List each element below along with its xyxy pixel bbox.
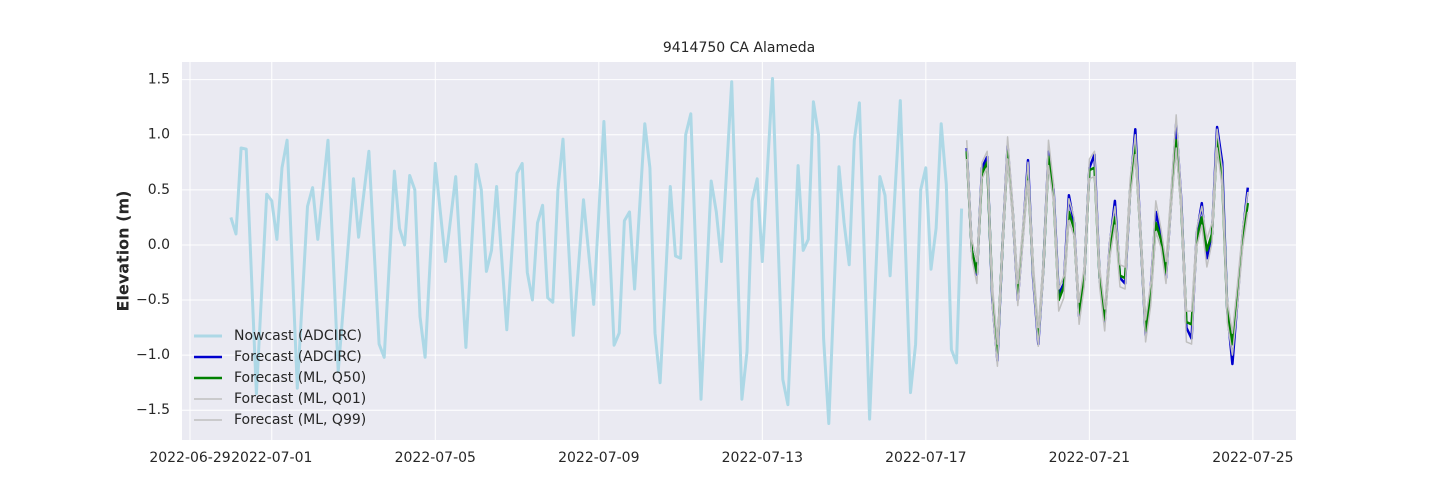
x-tick-label: 2022-07-17 bbox=[885, 450, 966, 466]
legend-label: Forecast (ADCIRC) bbox=[234, 349, 362, 365]
x-tick-label: 2022-07-01 bbox=[231, 450, 312, 466]
legend-label: Forecast (ML, Q01) bbox=[234, 391, 366, 407]
y-tick-label: −1.5 bbox=[136, 402, 170, 418]
y-tick-label: 0.0 bbox=[148, 237, 170, 253]
x-tick-label: 2022-06-29 bbox=[149, 450, 230, 466]
legend-label: Nowcast (ADCIRC) bbox=[234, 328, 362, 344]
y-tick-label: −1.0 bbox=[136, 347, 170, 363]
y-tick-label: 0.5 bbox=[148, 182, 170, 198]
x-tick-label: 2022-07-13 bbox=[722, 450, 803, 466]
series-line bbox=[229, 77, 964, 425]
x-tick-label: 2022-07-21 bbox=[1049, 450, 1130, 466]
y-tick-label: 1.5 bbox=[148, 72, 170, 88]
legend-label: Forecast (ML, Q99) bbox=[234, 412, 366, 428]
x-tick-label: 2022-07-05 bbox=[395, 450, 476, 466]
y-tick-label: −0.5 bbox=[136, 292, 170, 308]
x-tick-label: 2022-07-09 bbox=[558, 450, 639, 466]
y-tick-label: 1.0 bbox=[148, 127, 170, 143]
chart-title: 9414750 CA Alameda bbox=[663, 40, 815, 56]
x-tick-label: 2022-07-25 bbox=[1212, 450, 1293, 466]
series-line bbox=[965, 114, 1249, 345]
y-axis-label: Elevation (m) bbox=[114, 191, 133, 312]
series-line bbox=[965, 147, 1249, 367]
legend-label: Forecast (ML, Q50) bbox=[234, 370, 366, 386]
